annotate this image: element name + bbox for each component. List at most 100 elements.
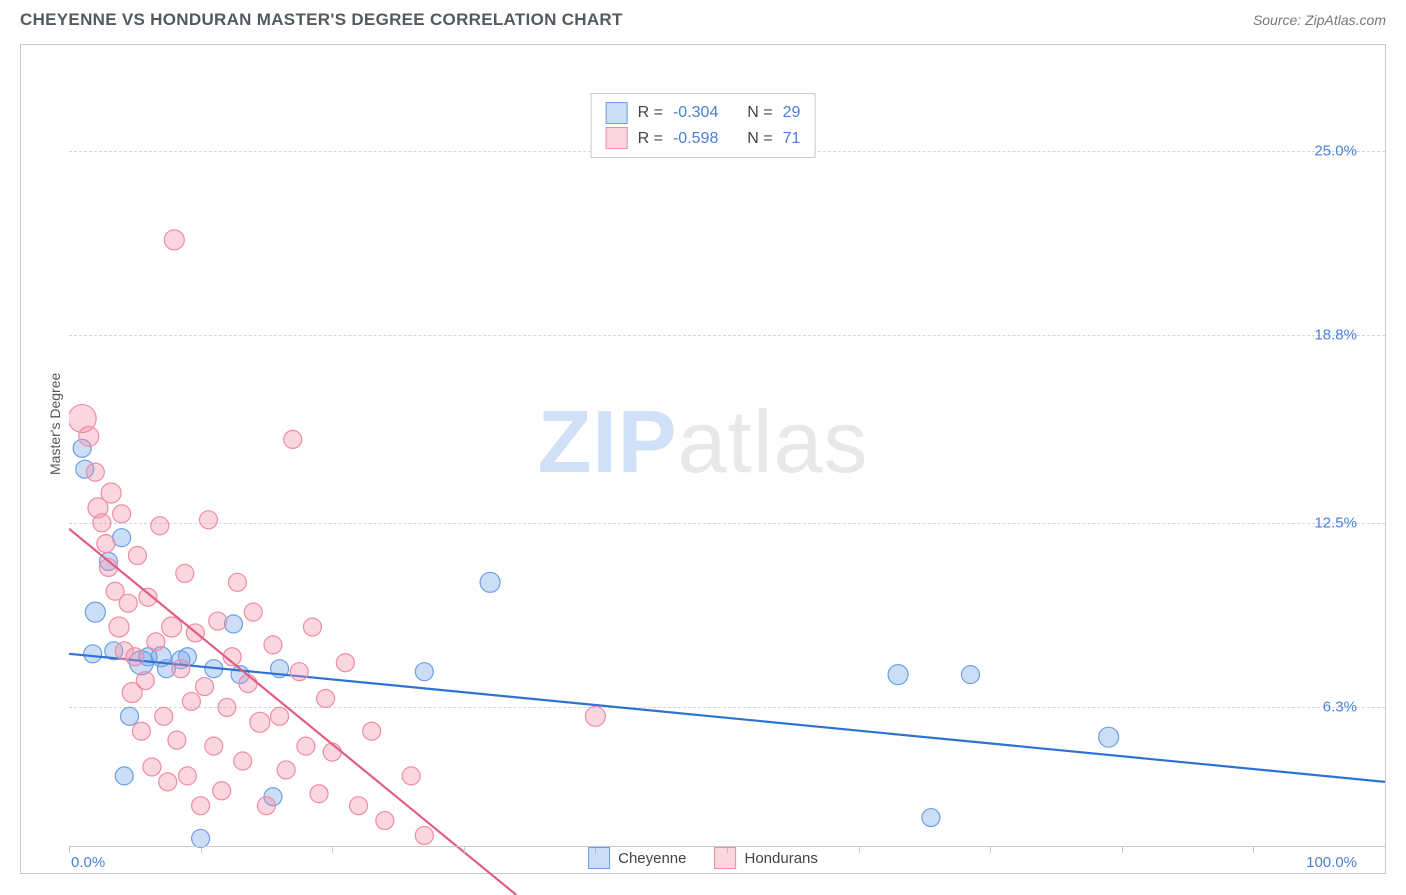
series-legend: Cheyenne Hondurans <box>588 843 818 873</box>
data-point <box>277 761 295 779</box>
data-point <box>176 564 194 582</box>
data-point <box>147 633 165 651</box>
n-value-hondurans: 71 <box>783 126 801 152</box>
data-point <box>128 547 146 565</box>
data-point <box>234 752 252 770</box>
data-point <box>199 511 217 529</box>
data-point <box>113 505 131 523</box>
data-point <box>218 698 236 716</box>
x-tick-max: 100.0% <box>1306 854 1357 871</box>
data-point <box>84 645 102 663</box>
data-point <box>209 612 227 630</box>
data-point <box>290 663 308 681</box>
data-point <box>205 737 223 755</box>
legend-row-cheyenne: R = -0.304 N = 29 <box>606 100 801 126</box>
x-tick <box>1253 847 1254 853</box>
data-point <box>317 689 335 707</box>
data-point <box>310 785 328 803</box>
data-point <box>336 654 354 672</box>
swatch-hondurans-bottom <box>715 847 737 869</box>
data-point <box>350 797 368 815</box>
data-point <box>961 666 979 684</box>
x-tick <box>201 847 202 853</box>
data-point <box>323 743 341 761</box>
r-label: R = <box>638 126 663 152</box>
data-point <box>264 636 282 654</box>
chart-title: CHEYENNE VS HONDURAN MASTER'S DEGREE COR… <box>20 10 623 30</box>
r-value-hondurans: -0.598 <box>673 126 718 152</box>
data-point <box>228 573 246 591</box>
data-point <box>257 797 275 815</box>
y-axis-label: Master's Degree <box>47 373 63 475</box>
data-point <box>119 594 137 612</box>
data-point <box>239 675 257 693</box>
x-tick <box>464 847 465 853</box>
data-point <box>143 758 161 776</box>
data-point <box>115 767 133 785</box>
correlation-legend: R = -0.304 N = 29 R = -0.598 N = 71 <box>591 93 816 158</box>
data-point <box>168 731 186 749</box>
data-point <box>182 692 200 710</box>
x-tick <box>1385 847 1386 853</box>
data-point <box>121 707 139 725</box>
data-point <box>132 722 150 740</box>
data-point <box>178 767 196 785</box>
data-point <box>1099 727 1119 747</box>
swatch-cheyenne <box>606 102 628 124</box>
legend-item-hondurans: Hondurans <box>715 847 818 869</box>
data-point <box>172 660 190 678</box>
legend-row-hondurans: R = -0.598 N = 71 <box>606 126 801 152</box>
data-point <box>402 767 420 785</box>
data-point <box>192 797 210 815</box>
data-point <box>151 517 169 535</box>
x-tick <box>69 847 70 853</box>
r-value-cheyenne: -0.304 <box>673 100 718 126</box>
data-point <box>585 706 605 726</box>
n-label: N = <box>747 126 772 152</box>
data-point <box>164 230 184 250</box>
data-point <box>109 617 129 637</box>
r-label: R = <box>638 100 663 126</box>
data-point <box>225 615 243 633</box>
x-tick <box>332 847 333 853</box>
data-point <box>97 535 115 553</box>
data-point <box>101 483 121 503</box>
data-point <box>363 722 381 740</box>
source-label: Source: ZipAtlas.com <box>1253 12 1386 28</box>
chart-frame: Master's Degree ZIPatlas 6.3%12.5%18.8%2… <box>20 44 1386 874</box>
data-point <box>155 707 173 725</box>
data-point <box>271 707 289 725</box>
data-point <box>244 603 262 621</box>
data-point <box>284 430 302 448</box>
data-point <box>415 826 433 844</box>
data-point <box>480 572 500 592</box>
data-point <box>303 618 321 636</box>
data-point <box>159 773 177 791</box>
data-point <box>126 648 144 666</box>
x-tick-min: 0.0% <box>71 854 105 871</box>
data-point <box>136 672 154 690</box>
scatter-plot <box>69 91 1385 895</box>
data-point <box>192 829 210 847</box>
n-label: N = <box>747 100 772 126</box>
data-point <box>922 809 940 827</box>
legend-label-hondurans: Hondurans <box>745 850 818 867</box>
data-point <box>888 665 908 685</box>
data-point <box>86 463 104 481</box>
n-value-cheyenne: 29 <box>783 100 801 126</box>
x-tick <box>1122 847 1123 853</box>
swatch-cheyenne-bottom <box>588 847 610 869</box>
data-point <box>213 782 231 800</box>
x-tick <box>990 847 991 853</box>
data-point <box>79 426 99 446</box>
data-point <box>85 602 105 622</box>
x-tick <box>859 847 860 853</box>
legend-item-cheyenne: Cheyenne <box>588 847 686 869</box>
data-point <box>376 812 394 830</box>
data-point <box>196 678 214 696</box>
data-point <box>162 617 182 637</box>
legend-label-cheyenne: Cheyenne <box>618 850 686 867</box>
data-point <box>250 712 270 732</box>
data-point <box>415 663 433 681</box>
swatch-hondurans <box>606 127 628 149</box>
